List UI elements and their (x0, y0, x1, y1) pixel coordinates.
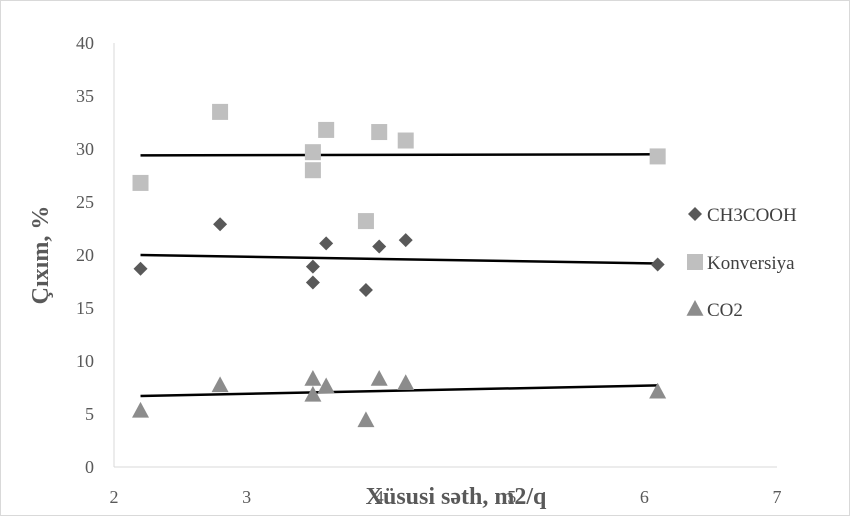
y-tick-label: 0 (85, 457, 94, 477)
data-point-co2 (132, 401, 150, 418)
y-tick-label: 35 (76, 86, 94, 106)
legend-label: Konversiya (707, 253, 795, 274)
data-point-konversiya (304, 144, 321, 161)
trendline-ch3cooh (140, 253, 658, 265)
trendline-co2 (140, 384, 658, 398)
x-tick-label: 6 (640, 487, 649, 507)
x-tick-label: 3 (242, 487, 251, 507)
x-axis-title: Xüsusi səth, m2/q (366, 484, 547, 510)
data-point-co2 (304, 385, 322, 402)
data-point-co2 (357, 411, 375, 428)
data-point-konversiya (649, 148, 666, 165)
legend-marker-ch3cooh (688, 207, 702, 221)
data-point-konversiya (132, 174, 149, 191)
data-point-konversiya (212, 103, 229, 120)
data-point-konversiya (318, 121, 335, 138)
x-tick-label: 7 (773, 487, 782, 507)
x-tick-label: 5 (507, 487, 516, 507)
y-tick-label: 40 (76, 33, 94, 53)
data-point-ch3cooh (319, 236, 334, 251)
trendline-konversiya (140, 153, 658, 157)
data-point-ch3cooh (213, 217, 228, 232)
y-tick-label: 30 (76, 139, 94, 159)
data-point-ch3cooh (358, 282, 373, 297)
legend-marker-co2 (686, 300, 704, 316)
data-point-co2 (397, 374, 415, 391)
y-tick-label: 15 (76, 298, 94, 318)
data-point-konversiya (357, 213, 374, 230)
legend-label: CH3COOH (707, 205, 797, 226)
data-point-konversiya (371, 124, 388, 141)
y-axis-title: Çıxım, % (28, 206, 54, 305)
legend-label: CO2 (707, 300, 743, 321)
legend-marker-konversiya (687, 254, 703, 270)
data-point-ch3cooh (650, 257, 665, 272)
data-point-ch3cooh (305, 275, 320, 290)
y-tick-label: 5 (85, 404, 94, 424)
data-point-co2 (317, 377, 335, 394)
x-tick-label: 4 (375, 487, 384, 507)
y-tick-label: 10 (76, 351, 94, 371)
data-point-ch3cooh (398, 233, 413, 248)
data-point-konversiya (397, 132, 414, 149)
data-point-co2 (211, 376, 229, 393)
data-point-ch3cooh (372, 239, 387, 254)
data-point-konversiya (304, 162, 321, 179)
data-point-co2 (370, 370, 388, 386)
x-tick-label: 2 (110, 487, 119, 507)
data-point-ch3cooh (133, 261, 148, 276)
data-point-ch3cooh (305, 259, 320, 274)
data-point-co2 (304, 370, 322, 386)
y-tick-label: 25 (76, 192, 94, 212)
y-tick-label: 20 (76, 245, 94, 265)
data-point-co2 (649, 382, 667, 399)
